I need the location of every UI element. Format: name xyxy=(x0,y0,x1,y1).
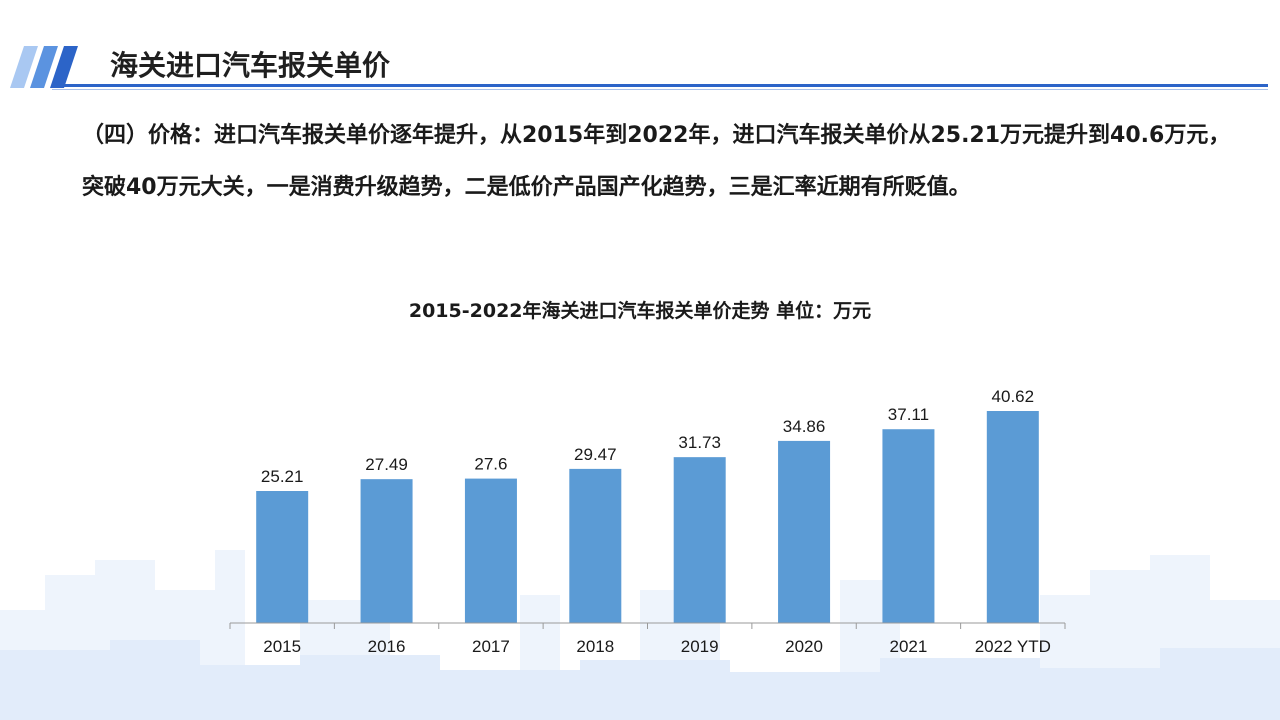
x-tick-label: 2018 xyxy=(576,637,614,656)
x-tick-label: 2021 xyxy=(890,637,928,656)
bar-2016 xyxy=(360,479,413,623)
page-title: 海关进口汽车报关单价 xyxy=(110,49,391,82)
x-tick-label: 2020 xyxy=(785,637,823,656)
chart-title: 2015-2022年海关进口汽车报关单价走势 单位：万元 xyxy=(408,300,872,322)
slide-header: 海关进口汽车报关单价 xyxy=(0,0,1280,100)
x-tick-label: 2019 xyxy=(681,637,719,656)
data-label: 25.21 xyxy=(261,467,304,486)
bar-2017 xyxy=(464,478,517,623)
data-label: 29.47 xyxy=(574,445,617,464)
data-label: 37.11 xyxy=(888,405,929,424)
bar-2020 xyxy=(778,440,831,623)
data-label: 34.86 xyxy=(783,417,826,436)
bar-2021 xyxy=(882,429,935,623)
header-divider-thin xyxy=(52,89,1268,90)
slash-stripes-icon xyxy=(10,46,78,88)
summary-paragraph: （四）价格：进口汽车报关单价逐年提升，从2015年到2022年，进口汽车报关单价… xyxy=(82,123,1231,200)
bar-group: 25.21 27.49 27.6 29.47 31.73 34.86 37.11 40.62 xyxy=(256,387,1039,623)
x-tick-label: 2022 YTD xyxy=(975,637,1051,656)
header-divider xyxy=(52,84,1268,87)
data-label: 27.49 xyxy=(365,455,408,474)
x-tick-label: 2015 xyxy=(263,637,301,656)
bar-2015 xyxy=(256,491,309,623)
x-tick-label: 2017 xyxy=(472,637,510,656)
data-label: 40.62 xyxy=(992,387,1035,406)
data-label: 27.6 xyxy=(474,455,507,474)
bar-2019 xyxy=(673,457,726,623)
data-label: 31.73 xyxy=(678,433,721,452)
x-tick-label: 2016 xyxy=(368,637,406,656)
x-axis: 2015 2016 2017 2018 2019 2020 2021 2022 YTD xyxy=(229,622,1066,656)
bar-2022-ytd xyxy=(986,411,1039,623)
bar-2018 xyxy=(569,468,622,623)
